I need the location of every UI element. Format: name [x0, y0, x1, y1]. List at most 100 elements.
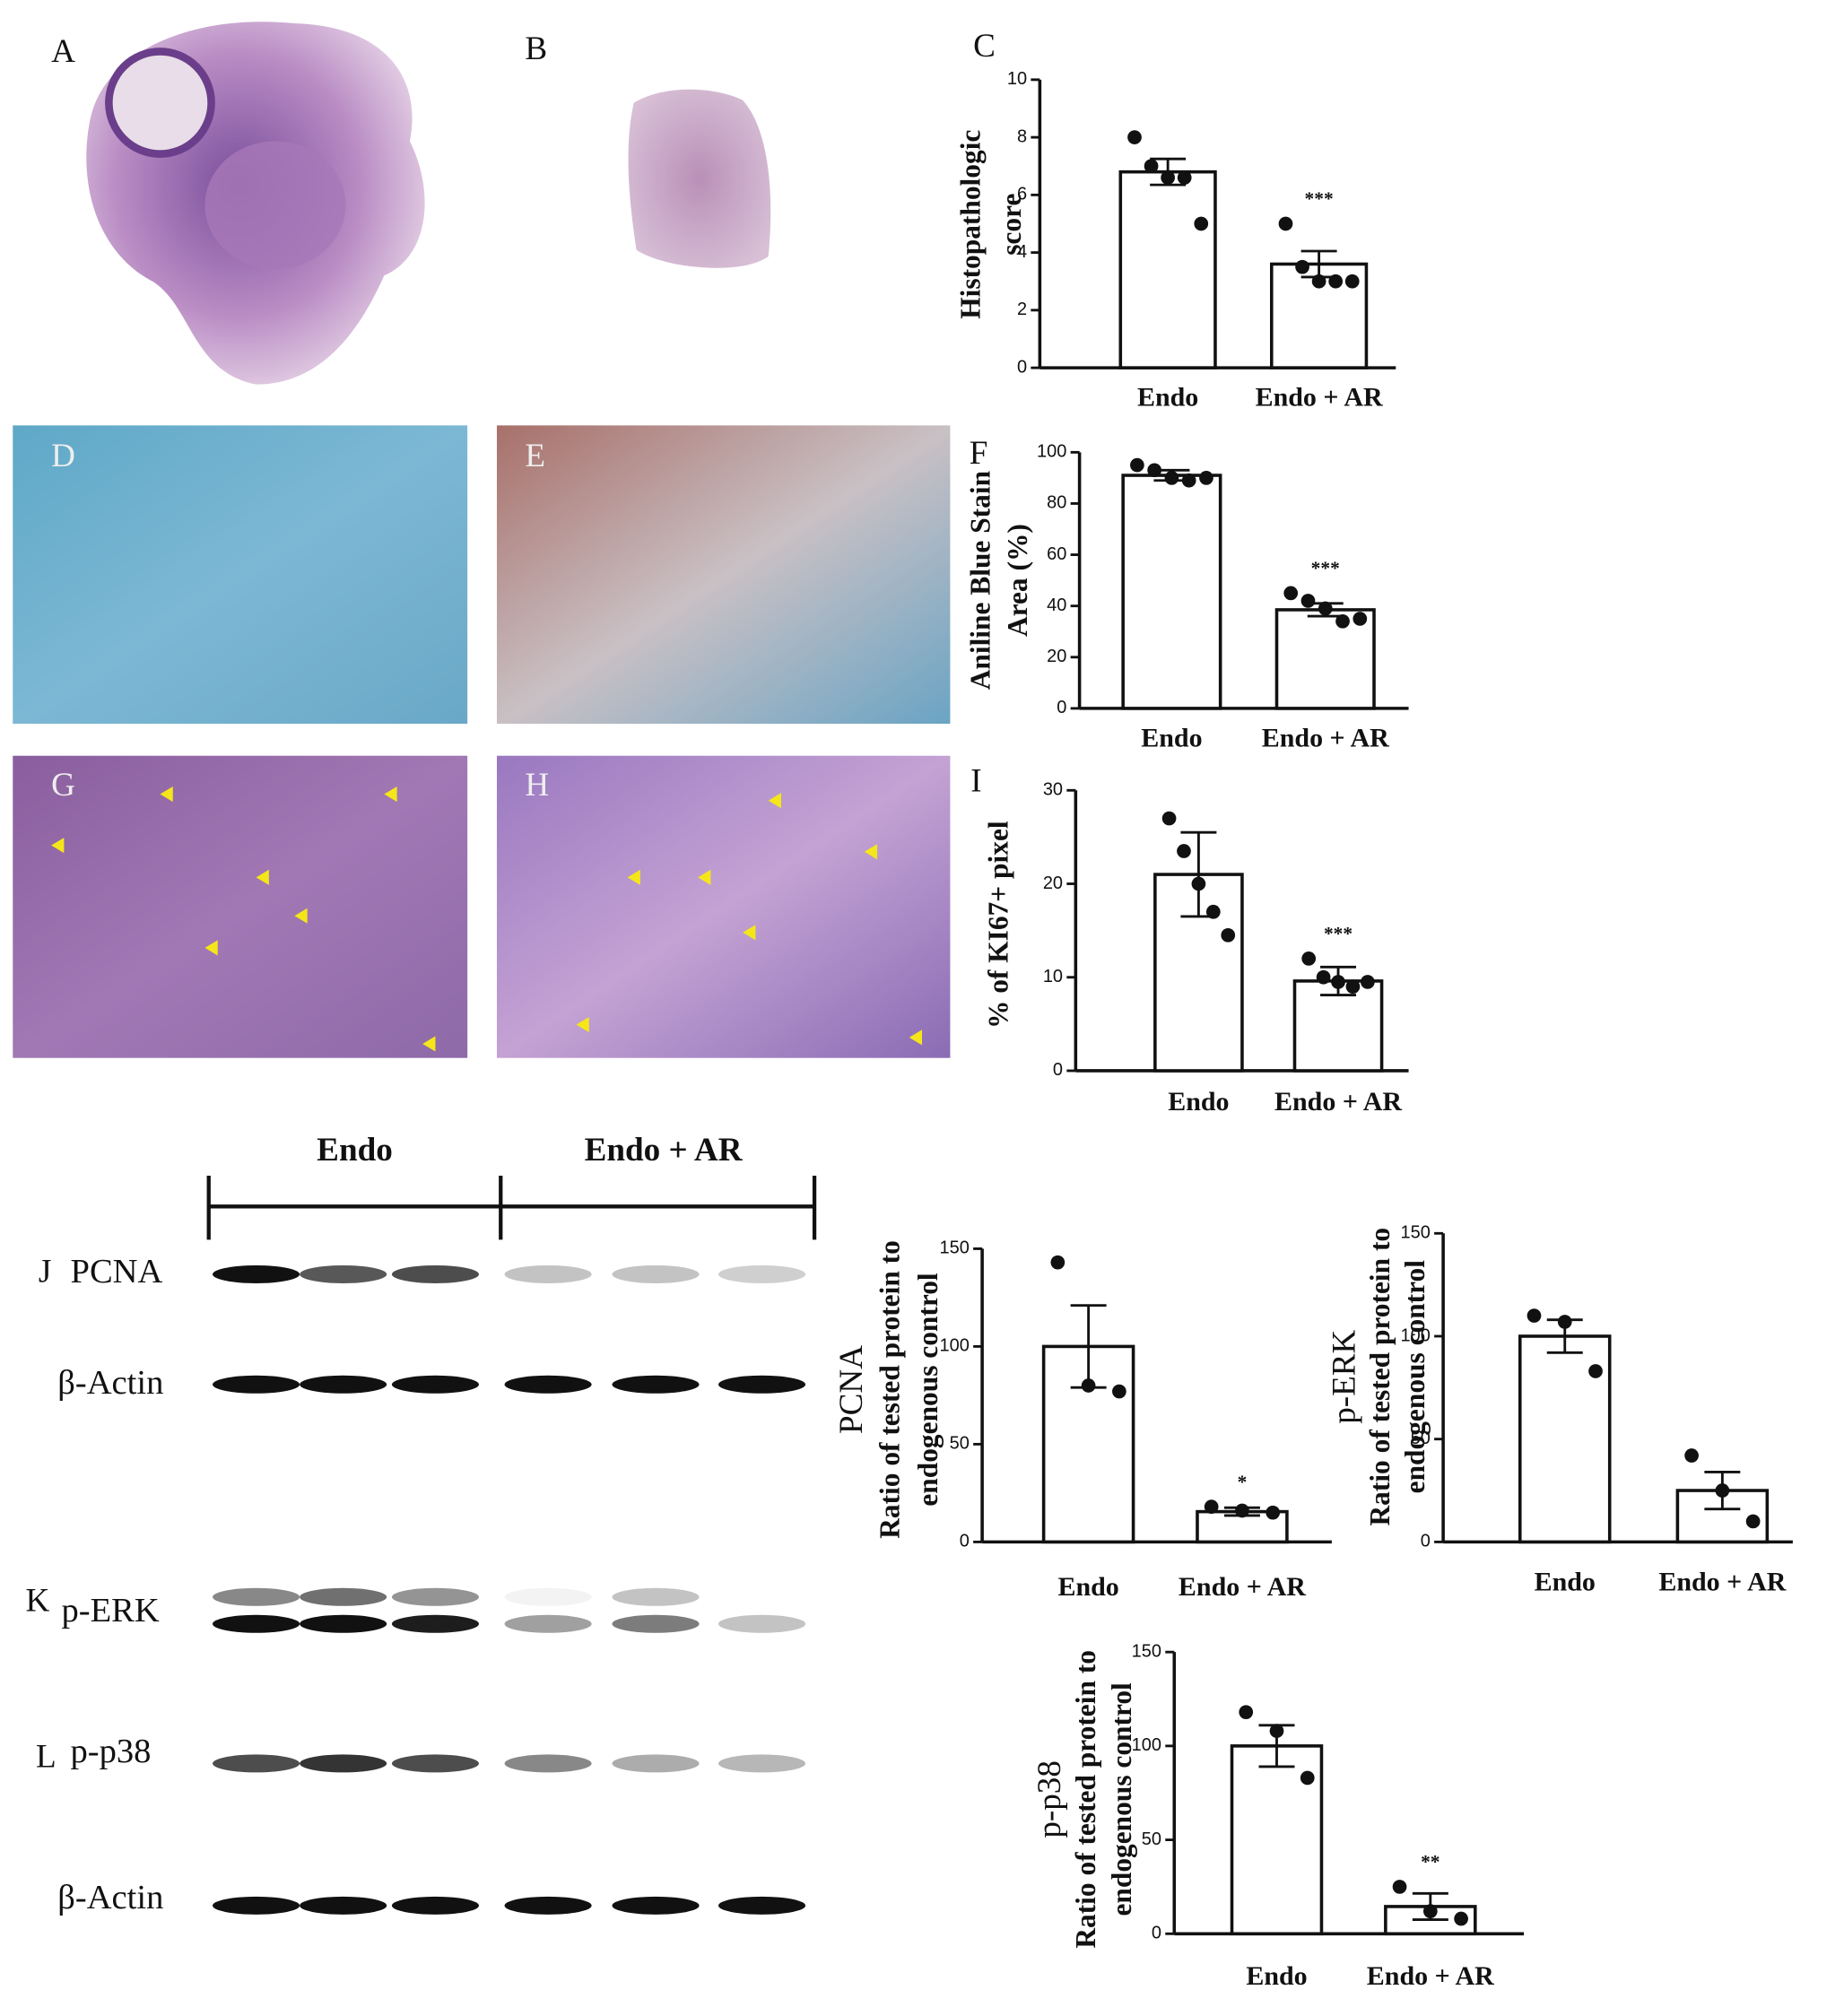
- blot-band: [213, 1754, 300, 1773]
- data-point: [1130, 457, 1144, 473]
- y-axis-label: endogenous control: [912, 1273, 944, 1507]
- blot-band: [504, 1375, 592, 1394]
- blot-band: [391, 1754, 479, 1773]
- blot-band: [504, 1896, 592, 1915]
- y-tick-label: 0: [1152, 1924, 1161, 1943]
- panel-letter: C: [973, 28, 996, 65]
- x-tick-label: Endo: [1168, 1087, 1229, 1117]
- data-point: [1181, 473, 1196, 488]
- y-tick-label: 50: [950, 1434, 970, 1454]
- data-point: [1266, 1505, 1281, 1520]
- image-d: [13, 425, 468, 725]
- x-tick-label: Endo + AR: [1256, 383, 1383, 413]
- y-axis-label: Ratio of tested protein to: [1364, 1228, 1396, 1526]
- data-point: [1361, 975, 1375, 989]
- x-tick-label: Endo + AR: [1367, 1961, 1494, 1991]
- blot-band: [300, 1896, 387, 1915]
- blot-row-label: p-p38: [71, 1733, 152, 1770]
- blot-band: [504, 1264, 592, 1283]
- y-tick-label: 0: [1053, 1060, 1063, 1080]
- data-point: [1269, 1724, 1284, 1738]
- data-point: [1278, 216, 1293, 231]
- y-axis-label: Histopathologic: [954, 130, 986, 319]
- y-axis-label: Area (%): [1002, 524, 1033, 637]
- data-point: [1344, 274, 1360, 289]
- blot-band: [391, 1896, 479, 1915]
- data-point: [1147, 463, 1161, 478]
- panel-letter: K: [26, 1582, 50, 1619]
- data-point: [1161, 811, 1177, 826]
- blot-row-label: p-ERK: [62, 1592, 160, 1629]
- blot-band: [504, 1587, 592, 1606]
- panel-letter: G: [51, 767, 75, 804]
- data-point: [1164, 471, 1179, 485]
- x-tick-label: Endo + AR: [1262, 723, 1389, 752]
- significance: *: [1238, 1471, 1248, 1492]
- blot-band: [718, 1264, 806, 1283]
- data-point: [1177, 170, 1192, 185]
- panel-letter: J: [39, 1253, 51, 1290]
- data-point: [1316, 969, 1331, 985]
- blot-band: [391, 1587, 479, 1606]
- data-point: [1283, 586, 1299, 601]
- blot-band: [718, 1614, 806, 1633]
- data-point: [1191, 876, 1206, 891]
- blot-band: [213, 1264, 300, 1283]
- data-point: [1301, 952, 1317, 966]
- data-point: [1745, 1514, 1761, 1529]
- panel-letter: B: [525, 30, 547, 67]
- y-tick-label: 100: [1400, 1325, 1430, 1345]
- y-tick-label: 40: [1047, 595, 1066, 615]
- y-tick-label: 2: [1017, 300, 1027, 319]
- y-tick-label: 100: [1132, 1735, 1161, 1755]
- data-point: [1353, 612, 1368, 626]
- blot-band: [718, 1896, 806, 1915]
- data-point: [1239, 1705, 1254, 1720]
- image-h: [496, 755, 951, 1058]
- blot-row-label: β-Actin: [57, 1364, 163, 1402]
- y-tick-label: 0: [1017, 357, 1027, 377]
- data-point: [1318, 601, 1333, 616]
- y-tick-label: 10: [1043, 967, 1063, 986]
- blot-band: [612, 1614, 700, 1633]
- y-axis-label: PCNA: [833, 1345, 870, 1434]
- y-axis-label: % of KI67+ pixel: [983, 821, 1014, 1029]
- blot-band: [213, 1614, 300, 1633]
- data-point: [1300, 1770, 1315, 1786]
- data-point: [1199, 471, 1213, 485]
- y-tick-label: 50: [1142, 1829, 1161, 1849]
- y-axis-label: p-p38: [1031, 1760, 1068, 1838]
- data-point: [1194, 216, 1209, 231]
- data-point: [1684, 1448, 1699, 1463]
- panel-letter: I: [970, 763, 981, 800]
- y-tick-label: 150: [1400, 1223, 1430, 1243]
- data-point: [1331, 975, 1345, 989]
- y-tick-label: 100: [1037, 442, 1066, 462]
- y-tick-label: 10: [1007, 69, 1027, 89]
- panel-letter: A: [51, 33, 75, 70]
- x-tick-label: Endo: [1057, 1572, 1118, 1602]
- arrowheads: [51, 786, 922, 1052]
- data-point: [1328, 274, 1344, 289]
- image-b: [628, 89, 771, 268]
- data-point: [1127, 130, 1142, 144]
- y-tick-label: 20: [1047, 647, 1066, 666]
- data-point: [1177, 844, 1191, 858]
- y-tick-label: 60: [1047, 544, 1066, 564]
- significance: ***: [1324, 923, 1353, 944]
- blot-band: [391, 1264, 479, 1283]
- data-point: [1527, 1308, 1542, 1323]
- panel-letter: H: [525, 767, 549, 804]
- x-tick-label: Endo: [1246, 1961, 1307, 1991]
- image-a: [86, 22, 425, 385]
- blot-band: [718, 1375, 806, 1394]
- blot-band: [300, 1264, 387, 1283]
- y-tick-label: 150: [1132, 1641, 1161, 1661]
- panel-letter: F: [970, 435, 988, 472]
- data-point: [1235, 1503, 1249, 1518]
- blot-band: [612, 1587, 700, 1606]
- blot-band: [612, 1375, 700, 1394]
- blot-band: [391, 1614, 479, 1633]
- panel-letter: D: [51, 438, 75, 474]
